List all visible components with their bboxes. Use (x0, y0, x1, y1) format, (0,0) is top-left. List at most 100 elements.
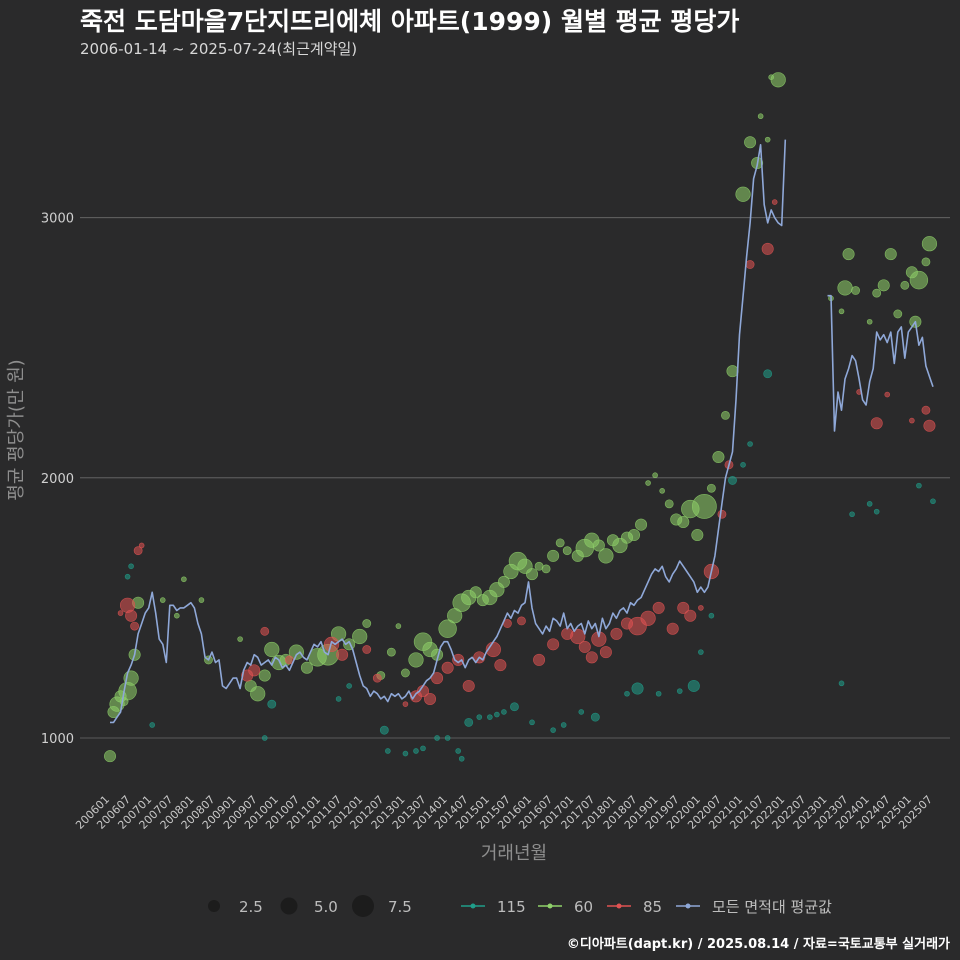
point-115 (550, 727, 556, 733)
point-85 (336, 648, 349, 661)
point-60 (884, 248, 897, 261)
grid-lines (80, 217, 950, 739)
point-85 (652, 601, 665, 614)
point-85 (578, 640, 591, 653)
point-60 (104, 750, 117, 763)
average-line-segment (110, 139, 787, 724)
point-60 (408, 652, 424, 668)
point-85 (138, 542, 145, 549)
y-tick-label: 2000 (41, 472, 74, 487)
point-60 (691, 494, 717, 519)
point-85 (591, 631, 607, 647)
point-115 (740, 462, 746, 468)
point-115 (849, 511, 855, 518)
point-60 (547, 549, 560, 562)
legend-label-115: 115 (497, 898, 526, 916)
point-115 (420, 745, 426, 752)
point-85 (698, 605, 704, 611)
point-85 (462, 679, 475, 692)
point-60 (174, 612, 180, 619)
chart-subtitle: 2006-01-14 ~ 2025-07-24(최근계약일) (80, 40, 358, 58)
point-60 (721, 410, 730, 420)
legend-size-label: 7.5 (388, 898, 412, 916)
point-115 (487, 714, 493, 720)
legend: 2.5 5.0 7.5 115 60 85 모든 면적대 평균값 (208, 895, 832, 917)
point-60 (592, 539, 605, 552)
point-115 (578, 709, 585, 715)
point-85 (761, 242, 774, 255)
point-85 (745, 260, 755, 269)
point-60 (764, 136, 771, 143)
point-60 (438, 619, 457, 638)
legend-size-marker (208, 900, 220, 912)
point-60 (757, 113, 764, 120)
point-85 (666, 622, 679, 635)
point-85 (452, 653, 465, 666)
point-115 (590, 712, 600, 722)
legend-label-avg: 모든 면적대 평균값 (712, 898, 832, 916)
point-60 (555, 538, 565, 548)
x-axis-title: 거래년월 (481, 843, 547, 864)
point-115 (379, 725, 389, 735)
legend-dot-85 (616, 903, 622, 909)
point-115 (346, 683, 352, 689)
point-60 (664, 499, 674, 509)
point-60 (659, 488, 665, 494)
point-85 (570, 628, 586, 645)
legend-label-60: 60 (574, 898, 593, 916)
point-60 (645, 480, 651, 486)
point-115 (873, 508, 880, 515)
point-60 (237, 636, 243, 642)
y-axis-title: 평균 평당가(만 원) (6, 359, 27, 500)
point-60 (851, 286, 860, 295)
point-60 (386, 647, 396, 657)
point-60 (842, 248, 855, 261)
point-60 (526, 568, 539, 581)
point-85 (133, 546, 143, 556)
point-85 (248, 664, 261, 677)
point-60 (877, 279, 890, 292)
point-115 (747, 441, 753, 447)
point-85 (909, 417, 915, 424)
point-85 (640, 610, 656, 626)
point-60 (838, 308, 845, 315)
point-60 (726, 365, 739, 378)
average-line-segment (827, 294, 934, 432)
legend-size-label: 2.5 (239, 898, 263, 916)
point-115 (698, 649, 704, 655)
average-line (110, 139, 934, 724)
point-60 (635, 518, 648, 531)
point-115 (413, 748, 419, 754)
y-tick-label: 3000 (41, 212, 74, 227)
point-60 (352, 628, 368, 645)
point-60 (250, 686, 266, 702)
point-60 (362, 619, 372, 628)
legend-dot-60 (547, 903, 553, 909)
point-60 (541, 564, 551, 574)
point-60 (677, 516, 690, 529)
point-85 (130, 621, 140, 631)
point-60 (706, 483, 716, 493)
point-115 (708, 612, 715, 619)
point-115 (655, 690, 662, 697)
point-60 (770, 72, 786, 88)
point-85 (771, 199, 778, 205)
point-115 (494, 711, 500, 718)
point-115 (728, 476, 737, 485)
point-85 (533, 653, 546, 666)
point-85 (117, 610, 124, 616)
point-85 (884, 391, 891, 398)
point-60 (181, 576, 187, 583)
point-115 (631, 682, 644, 695)
legend-size-label: 5.0 (314, 898, 338, 916)
point-115 (455, 748, 461, 754)
point-60 (872, 288, 882, 298)
point-60 (921, 257, 931, 267)
point-60 (744, 136, 757, 149)
scatter-points (104, 72, 938, 763)
point-115 (464, 717, 474, 727)
point-60 (735, 186, 751, 202)
point-115 (444, 735, 451, 741)
point-115 (838, 680, 845, 687)
